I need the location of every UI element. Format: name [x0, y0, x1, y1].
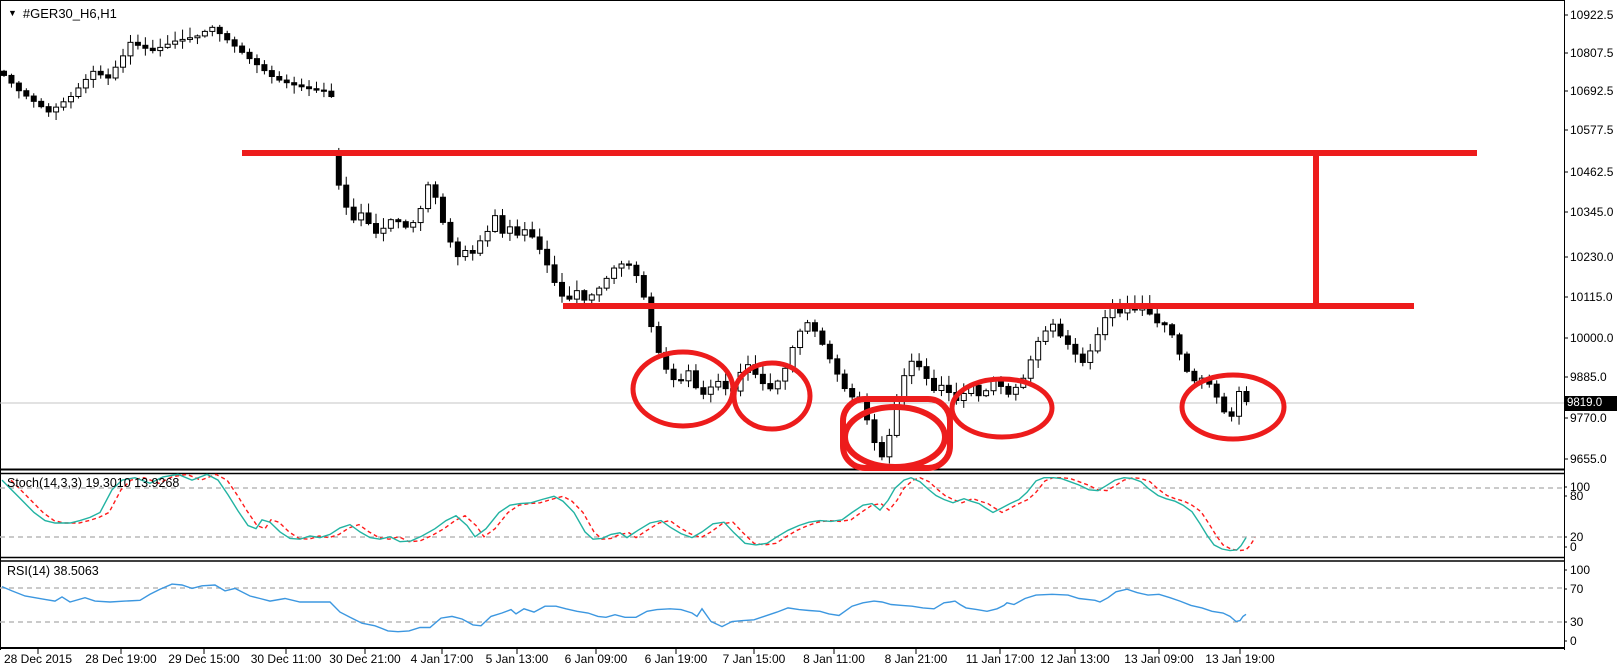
indicator-axis-label: 0 — [1570, 540, 1577, 554]
price-axis-label: 10922.5 — [1570, 8, 1614, 22]
price-axis-label: 10692.5 — [1570, 84, 1614, 98]
candlestick-series — [1, 24, 1250, 464]
date-axis-label: 8 Jan 11:00 — [803, 652, 865, 666]
price-axis-label: 10807.5 — [1570, 46, 1614, 60]
date-axis-label: 12 Jan 13:00 — [1040, 652, 1110, 666]
price-axis-label: 9770.0 — [1570, 411, 1607, 425]
indicator-axis-label: 100 — [1570, 563, 1590, 577]
indicator-axis-label: 20 — [1570, 530, 1584, 544]
rsi-line — [1, 583, 1247, 633]
date-axis-label: 4 Jan 17:00 — [411, 652, 474, 666]
price-axis-label: 10462.5 — [1570, 165, 1614, 179]
price-axis-label: 10230.0 — [1570, 250, 1614, 264]
price-axis-label: 10115.0 — [1570, 290, 1613, 304]
stochastic-d-line — [10, 473, 1256, 552]
date-axis-label: 13 Jan 09:00 — [1124, 652, 1194, 666]
highlight-circle[interactable] — [1179, 372, 1287, 442]
trendline-annotations[interactable] — [242, 150, 1477, 471]
date-axis-label: 28 Dec 19:00 — [85, 652, 157, 666]
indicator-axis-label: 80 — [1570, 489, 1584, 503]
indicator-axis-label: 0 — [1570, 634, 1577, 648]
date-axis-label: 30 Dec 11:00 — [251, 652, 322, 666]
stochastic-indicator-label: Stoch(14,3,3) 19.3010 13.9268 — [7, 476, 180, 490]
highlight-circle[interactable] — [731, 360, 813, 432]
highlight-circle[interactable] — [842, 404, 948, 470]
price-axis-label: 10577.5 — [1570, 123, 1614, 137]
stochastic-k-line — [1, 473, 1247, 552]
date-axis-label: 29 Dec 15:00 — [168, 652, 240, 666]
date-axis-label: 7 Jan 15:00 — [723, 652, 786, 666]
date-axis-label: 8 Jan 21:00 — [885, 652, 948, 666]
indicator-axis-label: 70 — [1570, 582, 1584, 596]
date-axis-label: 30 Dec 21:00 — [329, 652, 401, 666]
price-axis-label: 10345.0 — [1570, 205, 1614, 219]
indicator-axis-label: 100 — [1570, 480, 1590, 494]
date-axis-label: 11 Jan 17:00 — [966, 652, 1035, 666]
symbol-title-text: #GER30_H6,H1 — [22, 6, 117, 21]
date-axis-label: 13 Jan 19:00 — [1205, 652, 1275, 666]
chart-collapse-icon[interactable]: ▼ — [8, 8, 17, 18]
highlight-circle[interactable] — [949, 376, 1055, 440]
date-axis-label: 6 Jan 19:00 — [645, 652, 708, 666]
symbol-title: ▼ #GER30_H6,H1 — [8, 6, 117, 21]
price-axis-label: 9885.0 — [1570, 370, 1607, 384]
current-price-badge: 9819.0 — [1564, 396, 1617, 411]
price-axis-label: 10000.0 — [1570, 331, 1614, 345]
indicator-axis-label: 30 — [1570, 615, 1584, 629]
rsi-indicator-label: RSI(14) 38.5063 — [7, 564, 99, 578]
date-axis-label: 5 Jan 13:00 — [486, 652, 549, 666]
price-axis-label: 9655.0 — [1570, 452, 1607, 466]
date-axis-label: 28 Dec 2015 — [4, 652, 72, 666]
date-axis-label: 6 Jan 09:00 — [565, 652, 628, 666]
